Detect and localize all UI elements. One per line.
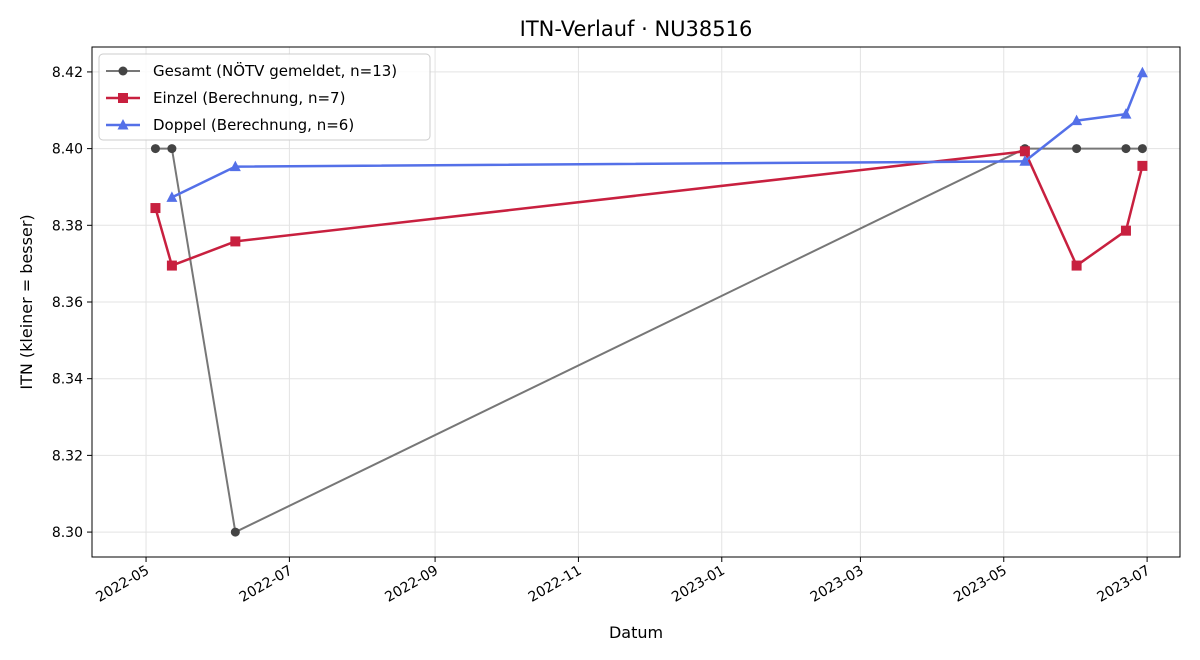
data-point-gesamt: [230, 527, 240, 537]
y-tick-label: 8.42: [52, 65, 83, 81]
legend-label-gesamt: Gesamt (NÖTV gemeldet, n=13): [153, 61, 397, 80]
data-point-doppel: [1071, 114, 1083, 126]
series-doppel: [166, 66, 1148, 202]
data-point-gesamt: [150, 144, 160, 154]
data-point-einzel: [1137, 160, 1148, 171]
legend-item-einzel: Einzel (Berechnung, n=7): [106, 89, 345, 107]
data-point-gesamt: [1137, 144, 1147, 154]
data-point-gesamt: [1121, 144, 1131, 154]
legend-marker-einzel: [118, 93, 128, 103]
legend-item-gesamt: Gesamt (NÖTV gemeldet, n=13): [106, 61, 397, 80]
legend: Gesamt (NÖTV gemeldet, n=13) Einzel (Bere…: [98, 53, 431, 141]
legend-marker-doppel: [117, 119, 129, 130]
y-tick-label: 8.30: [52, 525, 83, 541]
data-point-doppel: [1120, 108, 1132, 119]
data-point-einzel: [230, 236, 241, 247]
data-point-einzel: [1019, 146, 1030, 157]
y-axis-label: ITN (kleiner = besser): [17, 214, 36, 389]
grid-layer: [92, 47, 1180, 557]
y-tick-label: 8.36: [52, 295, 83, 311]
data-point-gesamt: [1072, 144, 1082, 154]
y-tick-label: 8.32: [52, 448, 83, 464]
y-tick-label: 8.40: [52, 142, 83, 158]
series-layer: [150, 66, 1148, 537]
data-point-einzel: [1071, 260, 1082, 271]
legend-item-doppel: Doppel (Berechnung, n=6): [106, 116, 354, 134]
legend-marker-gesamt: [118, 66, 128, 76]
data-point-einzel: [166, 260, 177, 271]
y-tick-label: 8.34: [52, 372, 83, 388]
x-axis-label: Datum: [609, 623, 663, 642]
data-point-einzel: [150, 203, 161, 214]
series-einzel: [150, 146, 1148, 271]
data-point-doppel: [1019, 155, 1031, 166]
data-point-doppel: [166, 191, 178, 202]
legend-label-doppel: Doppel (Berechnung, n=6): [153, 116, 354, 134]
y-tick-layer: 8.30 8.32 8.34 8.36 8.38 8.40 8.42: [52, 65, 92, 541]
data-point-einzel: [1120, 225, 1131, 236]
data-point-gesamt: [167, 144, 177, 154]
legend-items: Gesamt (NÖTV gemeldet, n=13) Einzel (Bere…: [106, 61, 397, 134]
legend-label-einzel: Einzel (Berechnung, n=7): [153, 89, 345, 107]
chart-title: ITN-Verlauf · NU38516: [520, 17, 753, 41]
data-point-doppel: [1136, 66, 1148, 78]
legend-box: [98, 53, 431, 141]
series-line-doppel: [171, 72, 1144, 199]
data-point-doppel: [229, 160, 241, 172]
y-tick-label: 8.38: [52, 218, 83, 234]
